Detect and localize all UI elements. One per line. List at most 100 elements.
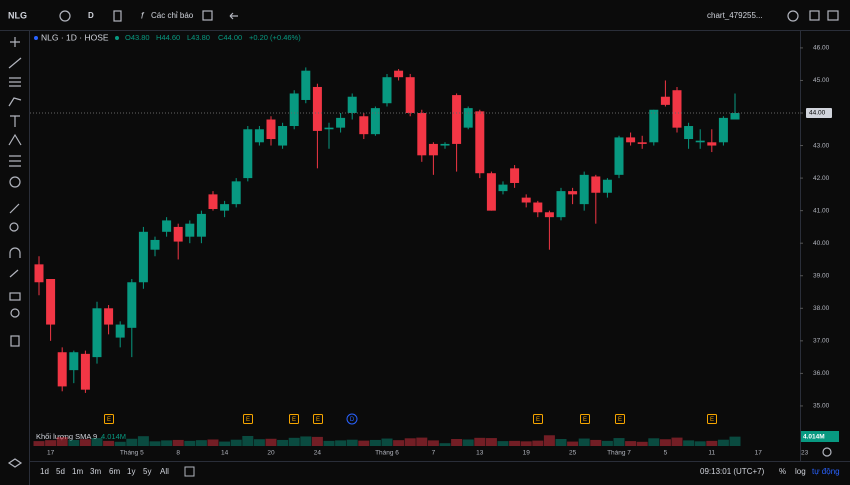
- volume-bar: [567, 441, 579, 446]
- candle-body: [649, 109, 659, 143]
- y-tick-label: 45.00: [813, 77, 830, 84]
- event-marker[interactable]: [707, 414, 717, 424]
- x-tick-label: 17: [755, 450, 763, 457]
- volume-price-box: [801, 431, 839, 442]
- y-tick-label: 43.00: [813, 142, 830, 149]
- event-label[interactable]: E: [246, 417, 250, 423]
- event-label[interactable]: E: [292, 417, 296, 423]
- event-label[interactable]: E: [107, 417, 111, 423]
- event-marker[interactable]: [104, 414, 114, 424]
- layers-icon[interactable]: [7, 458, 23, 468]
- event-marker[interactable]: [580, 414, 590, 424]
- volume-bar: [520, 441, 532, 446]
- range-button[interactable]: 6m: [109, 467, 120, 476]
- event-label[interactable]: D: [350, 417, 355, 423]
- candle-body: [115, 324, 125, 338]
- bar-style-icon[interactable]: [113, 10, 122, 22]
- event-label[interactable]: E: [583, 417, 587, 423]
- candle-body: [208, 194, 218, 210]
- candle-body: [162, 220, 172, 232]
- layout-name[interactable]: chart_479255...: [707, 11, 763, 20]
- log-toggle[interactable]: log: [795, 467, 806, 476]
- volume-bar: [636, 441, 648, 446]
- event-marker[interactable]: [615, 414, 625, 424]
- volume-bar: [381, 438, 393, 446]
- magnet-tool[interactable]: [9, 247, 21, 258]
- volume-bar: [555, 439, 567, 446]
- volume-bar: [288, 437, 300, 446]
- volume-bar: [578, 438, 590, 446]
- fib-tool[interactable]: [9, 77, 21, 87]
- candle-body: [57, 352, 67, 387]
- event-label[interactable]: E: [316, 417, 320, 423]
- volume-bar: [242, 435, 254, 446]
- ruler-tool[interactable]: [9, 203, 20, 214]
- candle-body: [637, 142, 647, 144]
- crosshair-tool[interactable]: [10, 37, 20, 47]
- volume-bar: [451, 439, 463, 446]
- prediction-tool[interactable]: [8, 133, 22, 146]
- candle-body: [405, 77, 415, 113]
- legend-dot: [34, 36, 38, 40]
- range-button[interactable]: All: [160, 467, 169, 476]
- volume-bar: [253, 439, 265, 446]
- range-button[interactable]: 3m: [90, 467, 101, 476]
- candle-body: [730, 113, 740, 120]
- volume-bar: [149, 441, 161, 446]
- undo-icon[interactable]: [229, 12, 238, 20]
- range-button[interactable]: 5y: [143, 467, 151, 476]
- volume-bar: [277, 439, 289, 446]
- range-button[interactable]: 1m: [72, 467, 83, 476]
- symbol[interactable]: NLG: [8, 10, 27, 20]
- axis-settings[interactable]: [822, 447, 832, 457]
- candle-body: [475, 111, 485, 174]
- y-tick-label: 42.00: [813, 175, 830, 182]
- trend-line-tool[interactable]: [8, 57, 22, 69]
- event-label[interactable]: E: [536, 417, 540, 423]
- event-marker[interactable]: [313, 414, 323, 424]
- event-marker[interactable]: [289, 414, 299, 424]
- range-button[interactable]: 1d: [40, 467, 49, 476]
- event-marker[interactable]: [243, 414, 253, 424]
- percent-toggle[interactable]: %: [779, 467, 786, 476]
- volume-bar: [358, 440, 370, 446]
- delete-tool[interactable]: [10, 335, 20, 347]
- fx-icon[interactable]: f: [141, 10, 145, 20]
- layout-icon[interactable]: [202, 10, 213, 21]
- settings-icon[interactable]: [787, 10, 799, 22]
- volume-bar: [497, 441, 509, 446]
- lock-tool[interactable]: [9, 292, 21, 301]
- interval[interactable]: D: [88, 11, 94, 20]
- range-button[interactable]: 1y: [127, 467, 135, 476]
- volume-bar: [103, 440, 115, 446]
- event-marker[interactable]: [533, 414, 543, 424]
- volume-bar: [207, 439, 219, 446]
- candle-body: [660, 96, 670, 105]
- zoom-tool[interactable]: [9, 222, 19, 232]
- candle-body: [428, 143, 438, 156]
- candle-body: [486, 173, 496, 211]
- measure-tool[interactable]: [9, 155, 21, 167]
- volume-bar: [509, 440, 521, 446]
- volume-bar: [416, 437, 428, 446]
- emoji-tool[interactable]: [9, 176, 21, 188]
- pattern-tool[interactable]: [8, 97, 22, 107]
- event-marker[interactable]: [346, 413, 358, 425]
- text-tool[interactable]: [10, 115, 20, 127]
- volume-bar: [323, 440, 335, 446]
- legend-title: NLG · 1D · HOSE: [41, 32, 109, 42]
- fullscreen-icon[interactable]: [809, 10, 820, 21]
- add-icon[interactable]: [59, 10, 71, 22]
- indicators[interactable]: Các chỉ báo: [151, 11, 194, 20]
- event-label[interactable]: E: [710, 417, 714, 423]
- snapshot-icon[interactable]: [827, 10, 839, 21]
- lock-drawing-tool[interactable]: [9, 269, 19, 278]
- hide-tool[interactable]: [10, 308, 20, 318]
- volume-bar: [56, 437, 68, 446]
- auto-toggle[interactable]: tự động: [812, 467, 840, 476]
- range-button[interactable]: 5d: [56, 467, 65, 476]
- event-label[interactable]: E: [618, 417, 622, 423]
- y-tick-label: 40.00: [813, 240, 830, 247]
- goto-date-icon[interactable]: [184, 466, 195, 477]
- volume-bar: [172, 439, 184, 446]
